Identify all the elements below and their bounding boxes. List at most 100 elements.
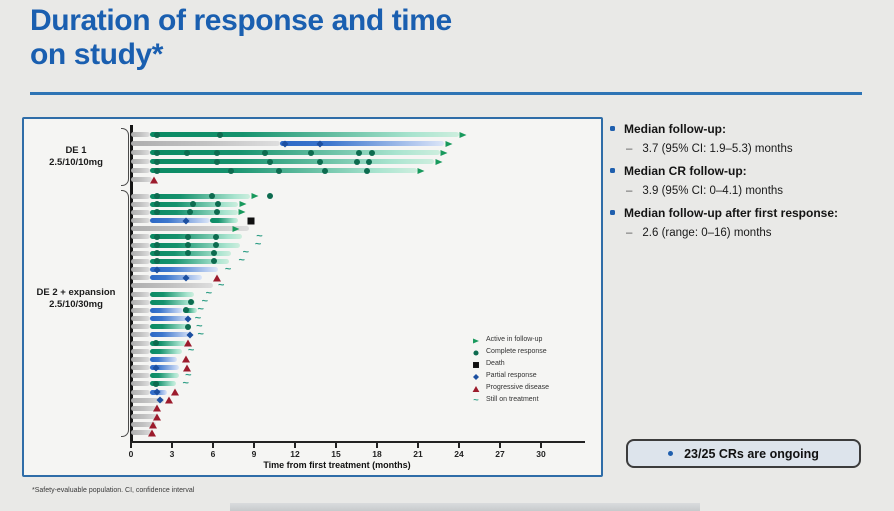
bullet-value: 2.6 (range: 0–16) months bbox=[642, 227, 772, 239]
bar-segment-gray bbox=[131, 414, 159, 420]
active-followup-arrow-icon bbox=[238, 209, 246, 216]
complete-response-marker bbox=[267, 158, 274, 165]
bar-segment-gray bbox=[131, 209, 151, 215]
still-on-treatment-icon: ~ bbox=[187, 344, 195, 357]
bar-segment-green bbox=[150, 209, 238, 215]
dash-icon: – bbox=[626, 143, 633, 155]
bar-segment-green bbox=[150, 159, 435, 164]
bar-segment-gray bbox=[131, 405, 159, 411]
bar-segment-green bbox=[150, 242, 241, 248]
complete-response-marker bbox=[153, 242, 160, 249]
x-tick-label: 3 bbox=[169, 449, 175, 459]
bar-segment-blue bbox=[150, 356, 178, 362]
complete-response-marker bbox=[185, 242, 192, 249]
bullet-label: Median follow-up after first response: bbox=[624, 206, 839, 220]
complete-response-marker bbox=[322, 167, 329, 174]
active-followup-arrow-icon bbox=[440, 149, 448, 156]
dash-icon: – bbox=[626, 185, 633, 197]
complete-response-marker bbox=[364, 167, 371, 174]
x-tick bbox=[171, 443, 173, 448]
bar-segment-gray bbox=[131, 373, 151, 379]
still-on-treatment-icon: ~ bbox=[256, 230, 263, 243]
x-tick bbox=[253, 443, 255, 448]
bar-segment-gray bbox=[131, 422, 156, 428]
bullet-icon bbox=[610, 210, 615, 215]
progressive-disease-marker bbox=[165, 396, 174, 404]
legend-label: Partial response bbox=[486, 372, 537, 379]
bar-segment-green bbox=[150, 258, 230, 264]
complete-response-marker bbox=[153, 149, 160, 156]
complete-response-marker bbox=[473, 350, 479, 356]
complete-response-marker bbox=[211, 258, 218, 265]
still-on-treatment-icon: ~ bbox=[473, 395, 479, 406]
bar-segment-gray bbox=[131, 275, 151, 281]
active-followup-arrow-icon bbox=[445, 140, 453, 147]
bar-segment-gray bbox=[131, 177, 152, 182]
bar-segment-gray bbox=[131, 381, 151, 387]
bar-segment-green bbox=[210, 218, 238, 223]
complete-response-marker bbox=[153, 201, 160, 208]
bar-segment-gray bbox=[131, 348, 151, 354]
complete-response-marker bbox=[153, 250, 160, 257]
complete-response-marker bbox=[153, 258, 160, 265]
x-tick-label: 21 bbox=[413, 449, 423, 459]
active-followup-arrow-icon bbox=[232, 225, 240, 232]
progressive-disease-marker bbox=[152, 404, 161, 412]
progressive-disease-marker bbox=[170, 388, 179, 396]
legend-label: Active in follow-up bbox=[486, 336, 543, 343]
cohort-label-de1: DE 1 2.5/10/10mg bbox=[30, 145, 122, 169]
still-on-treatment-icon: ~ bbox=[197, 328, 204, 341]
x-tick bbox=[417, 443, 419, 448]
death-marker bbox=[247, 217, 255, 224]
title-divider bbox=[30, 92, 862, 95]
bar-segment-green bbox=[150, 381, 177, 387]
still-on-treatment-icon: ~ bbox=[201, 295, 209, 308]
x-axis-label: Time from first treatment (months) bbox=[263, 460, 411, 470]
progressive-disease-marker bbox=[213, 274, 222, 282]
bar-segment-gray bbox=[131, 291, 151, 297]
active-followup-arrow-icon bbox=[417, 167, 425, 174]
death-marker bbox=[473, 362, 479, 368]
cohort-label-de2: DE 2 + expansion 2.5/10/30mg bbox=[30, 287, 122, 311]
legend-label: Still on treatment bbox=[486, 396, 539, 403]
x-tick-label: 27 bbox=[495, 449, 505, 459]
bar-segment-green bbox=[150, 132, 459, 137]
cohort-de2-name: DE 2 + expansion bbox=[36, 287, 116, 298]
swimmer-plot: Time from first treatment (months) ~ ~ ~ ~ ~… bbox=[24, 119, 601, 475]
bar-segment-green bbox=[150, 291, 194, 297]
bar-segment-gray bbox=[131, 159, 151, 164]
x-tick bbox=[130, 443, 132, 448]
still-on-treatment-icon: ~ bbox=[217, 279, 225, 292]
complete-response-marker bbox=[227, 167, 234, 174]
complete-response-marker bbox=[275, 167, 282, 174]
bar-segment-blue bbox=[150, 307, 183, 313]
x-tick-label: 24 bbox=[454, 449, 464, 459]
progressive-disease-marker bbox=[183, 364, 192, 372]
bar-segment-green bbox=[150, 168, 417, 173]
active-followup-arrow-icon bbox=[435, 158, 442, 165]
bar-segment-gray bbox=[131, 150, 151, 155]
bar-segment-gray bbox=[131, 242, 151, 248]
x-tick bbox=[499, 443, 501, 448]
x-tick bbox=[458, 443, 460, 448]
complete-response-marker bbox=[153, 233, 160, 240]
complete-response-marker bbox=[185, 233, 192, 240]
bar-segment-gray bbox=[131, 316, 151, 322]
x-tick bbox=[376, 443, 378, 448]
active-followup-arrow-icon bbox=[251, 193, 259, 199]
x-tick bbox=[335, 443, 337, 448]
bar-segment-gray bbox=[131, 397, 164, 403]
page-title-line-1: Duration of response and time bbox=[30, 4, 452, 37]
bar-segment-gray bbox=[131, 168, 151, 173]
active-followup-arrow-icon bbox=[239, 201, 247, 208]
bar-segment-blue bbox=[150, 316, 190, 322]
complete-response-marker bbox=[214, 209, 221, 216]
cohort-de1-dose: 2.5/10/10mg bbox=[49, 156, 103, 168]
complete-response-marker bbox=[153, 158, 160, 165]
x-tick-label: 30 bbox=[536, 449, 546, 459]
still-on-treatment-icon: ~ bbox=[197, 303, 204, 316]
dash-icon: – bbox=[626, 227, 633, 239]
complete-response-marker bbox=[152, 340, 159, 347]
progressive-disease-marker bbox=[147, 429, 156, 437]
complete-response-marker bbox=[214, 149, 221, 156]
